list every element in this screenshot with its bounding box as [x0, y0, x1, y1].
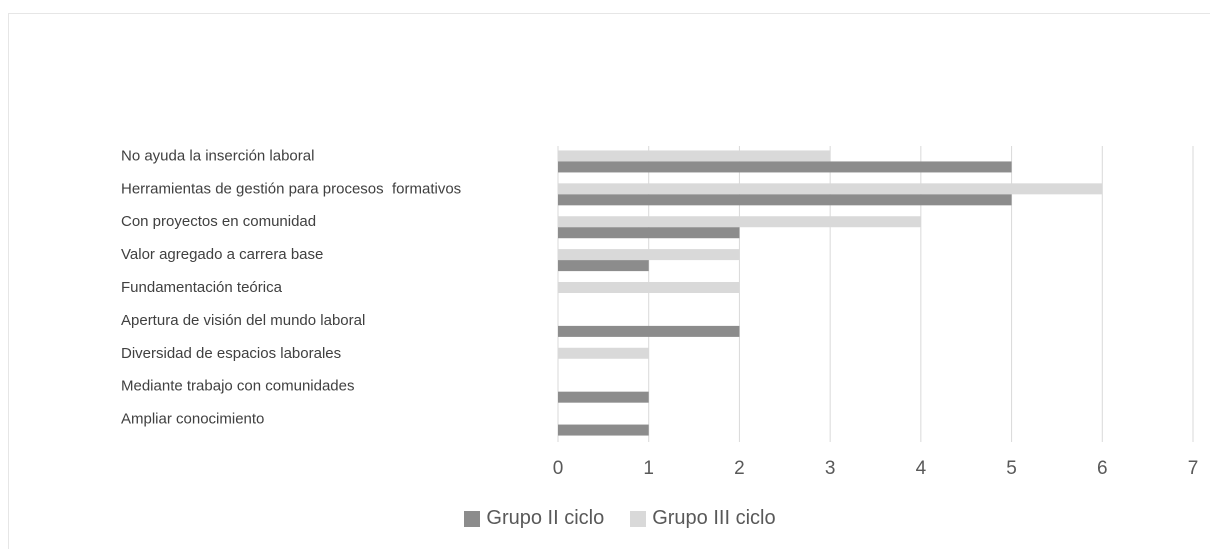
legend-item-grupo-iii: Grupo III ciclo [630, 507, 776, 530]
category-labels: No ayuda la inserción laboral Herramienta… [121, 147, 461, 427]
category-label: Ampliar conocimiento [121, 411, 264, 428]
x-tick-label-7: 7 [1188, 458, 1199, 479]
legend-item-grupo-ii: Grupo II ciclo [464, 507, 604, 530]
category-label: Valor agregado a carrera base [121, 246, 323, 263]
category-label: Con proyectos en comunidad [121, 213, 316, 230]
x-tick-label-2: 2 [734, 458, 745, 479]
bar-grupo-ii [558, 260, 649, 272]
bar-grupo-ii [558, 424, 649, 436]
gridlines [557, 146, 1194, 442]
bar-grupo-iii [558, 249, 740, 261]
legend-swatch-grupo-iii [630, 510, 647, 527]
chart-frame [8, 13, 1210, 549]
bar-grupo-iii [558, 347, 649, 359]
x-tick-label-1: 1 [643, 458, 654, 479]
bar-grupo-iii [558, 183, 1103, 195]
category-label: Diversidad de espacios laborales [121, 345, 341, 362]
legend-label-grupo-ii: Grupo II ciclo [486, 507, 605, 529]
category-label: Mediante trabajo con comunidades [121, 378, 354, 395]
x-tick-label-4: 4 [916, 458, 927, 479]
bars [558, 150, 1103, 436]
x-tick-label-5: 5 [1006, 458, 1017, 479]
bar-grupo-ii [558, 161, 1012, 173]
x-tick-label-6: 6 [1097, 458, 1108, 479]
category-label: Apertura de visión del mundo laboral [121, 312, 365, 329]
legend-label-grupo-iii: Grupo III ciclo [652, 507, 776, 529]
bar-chart: No ayuda la inserción laboral Herramienta… [121, 146, 1199, 479]
bar-grupo-iii [558, 282, 740, 293]
category-label: Fundamentación teórica [121, 279, 283, 296]
legend: Grupo II ciclo Grupo III ciclo [0, 507, 1210, 530]
bar-grupo-iii [558, 216, 921, 228]
bar-grupo-iii [558, 150, 831, 162]
bar-grupo-ii [558, 391, 649, 403]
bar-grupo-ii [558, 325, 740, 337]
x-tick-label-0: 0 [553, 458, 564, 479]
x-axis-tick-labels: 0 1 2 3 4 5 6 7 [553, 458, 1199, 479]
legend-swatch-grupo-ii [464, 510, 481, 527]
x-tick-label-3: 3 [825, 458, 836, 479]
category-label: No ayuda la inserción laboral [121, 147, 314, 164]
bar-grupo-ii [558, 227, 740, 239]
category-label: Herramientas de gestión para procesos fo… [121, 180, 461, 197]
bar-grupo-ii [558, 194, 1012, 206]
